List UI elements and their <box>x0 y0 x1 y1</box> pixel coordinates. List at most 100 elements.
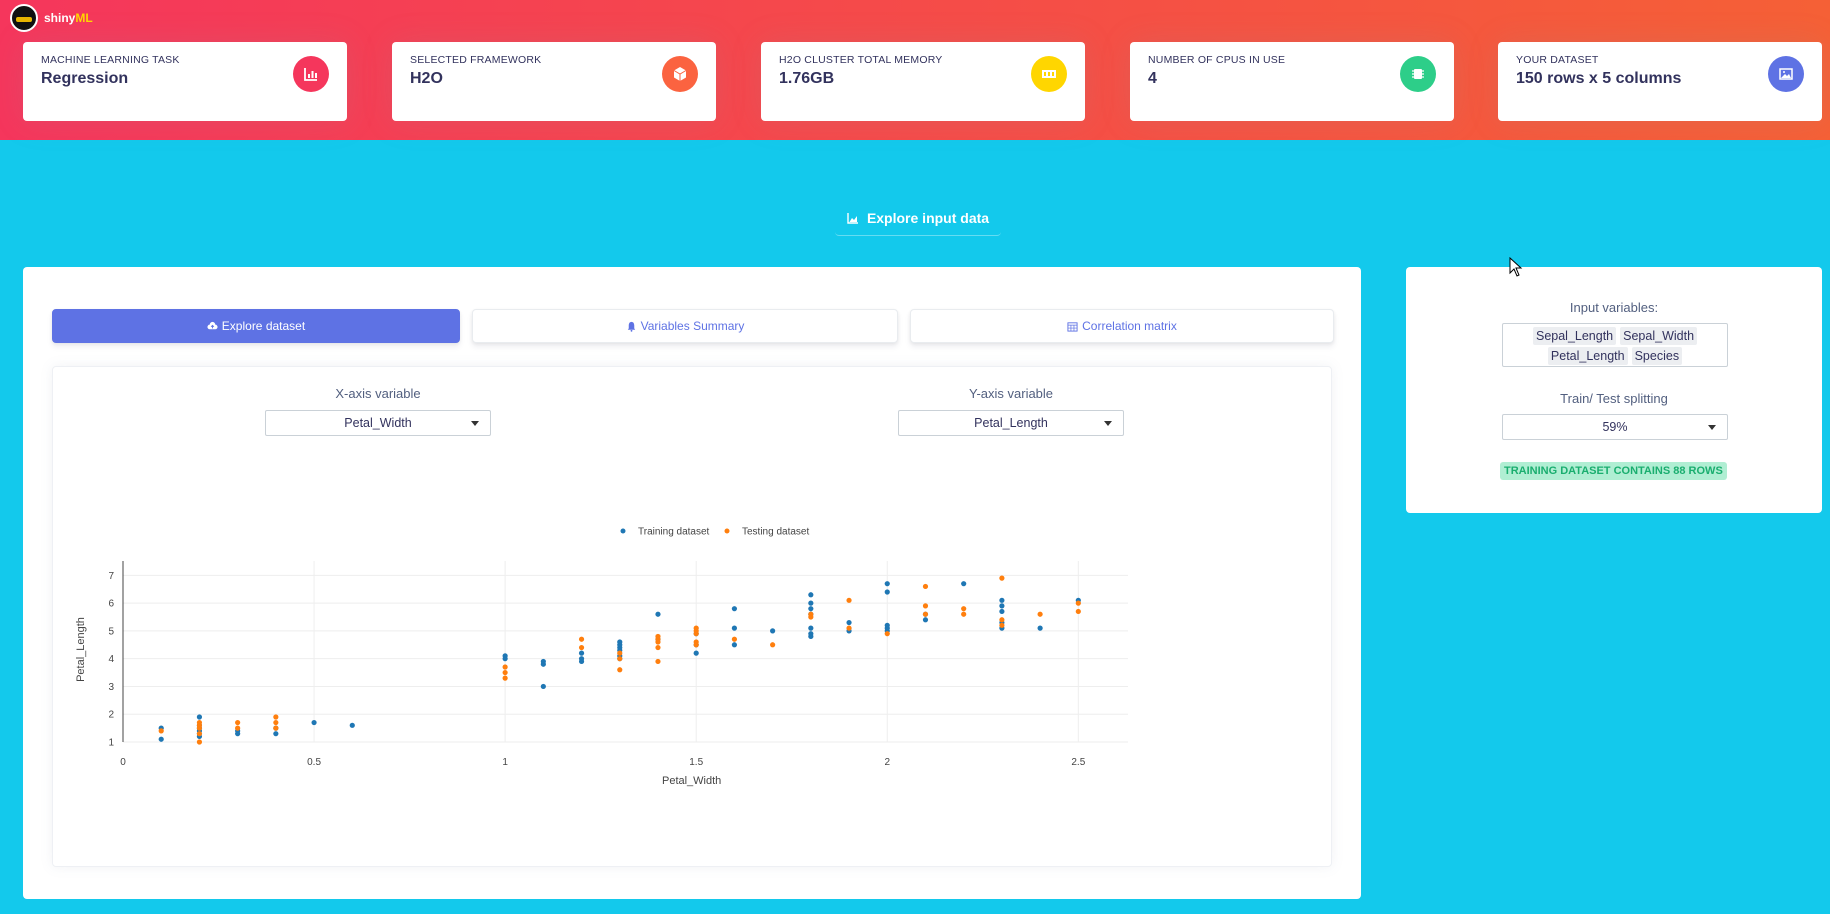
data-point <box>808 600 814 606</box>
data-point <box>808 625 814 631</box>
bell-icon <box>627 321 635 332</box>
data-point <box>540 658 546 665</box>
training-rows-badge: TRAINING DATASET CONTAINS 88 ROWS <box>1500 462 1727 480</box>
stat-value: H2O <box>410 70 443 87</box>
stat-card-dataset: YOUR DATASET 150 rows x 5 columns <box>1498 42 1822 121</box>
x-axis-select[interactable]: Petal_Width <box>265 410 491 436</box>
data-point <box>922 603 929 609</box>
data-point <box>578 656 585 662</box>
data-point <box>808 606 814 612</box>
data-point <box>999 575 1005 581</box>
data-point <box>502 653 508 659</box>
data-point <box>349 722 355 728</box>
data-point <box>731 642 738 648</box>
data-point <box>999 597 1005 603</box>
data-point <box>846 597 852 603</box>
stat-label: MACHINE LEARNING TASK <box>41 54 180 66</box>
y-axis-label: Petal_Length <box>75 617 87 682</box>
input-variables-select[interactable]: Sepal_Length Sepal_Width Petal_Length Sp… <box>1502 323 1728 367</box>
scatter-plot[interactable]: 0 0.5 1 1.5 2 2.5 1 2 3 4 5 6 7 Petal_Width Petal_Leng… <box>53 367 1333 868</box>
data-point <box>808 592 814 598</box>
data-point <box>196 739 203 745</box>
data-point <box>196 714 203 720</box>
data-point <box>884 622 890 628</box>
data-point <box>999 608 1005 615</box>
x-tick-label: 1.5 <box>689 757 703 768</box>
data-point <box>731 606 738 612</box>
data-point <box>540 683 546 690</box>
data-point <box>693 639 699 645</box>
cpu-icon <box>1400 56 1436 92</box>
stat-label: NUMBER OF CPUS IN USE <box>1148 54 1286 66</box>
data-point <box>1075 608 1081 615</box>
chevron-down-icon <box>1708 425 1716 430</box>
data-point <box>158 736 164 742</box>
variable-chip[interactable]: Sepal_Length <box>1532 327 1617 345</box>
data-point <box>922 583 929 590</box>
data-point <box>655 658 661 665</box>
data-point <box>770 628 776 634</box>
stat-card-cpus: NUMBER OF CPUS IN USE 4 <box>1130 42 1454 121</box>
data-point <box>617 639 623 645</box>
data-point <box>808 611 814 617</box>
variable-chip[interactable]: Sepal_Width <box>1620 327 1698 345</box>
data-point <box>1037 625 1043 631</box>
data-point <box>922 611 929 617</box>
data-point <box>999 622 1005 628</box>
data-point <box>731 625 738 631</box>
data-point <box>961 606 967 612</box>
cube-icon <box>662 56 698 92</box>
data-point <box>196 719 203 726</box>
y-tick-label: 6 <box>108 599 114 610</box>
y-tick-label: 2 <box>108 710 114 721</box>
section-title: Explore input data <box>835 200 1001 236</box>
y-axis-select[interactable]: Petal_Length <box>898 410 1124 436</box>
stat-value: 150 rows x 5 columns <box>1516 70 1682 87</box>
stat-label: YOUR DATASET <box>1516 54 1599 66</box>
stat-card-task: MACHINE LEARNING TASK Regression <box>23 42 347 121</box>
data-point <box>655 644 661 651</box>
data-point <box>273 719 279 726</box>
y-tick-label: 3 <box>108 682 114 693</box>
data-point <box>999 603 1005 609</box>
data-point <box>1037 611 1043 617</box>
explore-panel: Explore dataset Variables Summary Correl… <box>23 267 1361 899</box>
stat-label: SELECTED FRAMEWORK <box>410 54 542 66</box>
train-test-split-select[interactable]: 59% <box>1502 414 1728 440</box>
data-point <box>693 650 699 656</box>
tab-explore-dataset[interactable]: Explore dataset <box>52 309 460 343</box>
legend-label: Testing dataset <box>742 527 809 538</box>
stat-card-framework: SELECTED FRAMEWORK H2O <box>392 42 716 121</box>
data-point <box>999 617 1005 623</box>
stat-value: 4 <box>1148 70 1157 87</box>
data-point <box>235 725 241 731</box>
data-point <box>196 731 203 737</box>
data-point <box>922 617 929 623</box>
data-point <box>578 644 585 651</box>
data-point <box>693 625 699 631</box>
image-icon <box>1768 56 1804 92</box>
app-logo[interactable]: shinyML <box>10 4 93 32</box>
data-point <box>502 669 508 676</box>
data-point <box>617 656 623 662</box>
x-tick-label: 2 <box>884 757 890 768</box>
data-point <box>273 731 279 737</box>
logo-text: shinyML <box>44 11 93 25</box>
stat-card-memory: H2O CLUSTER TOTAL MEMORY 1.76GB <box>761 42 1085 121</box>
data-point <box>655 633 661 640</box>
data-point <box>884 581 890 587</box>
stat-label: H2O CLUSTER TOTAL MEMORY <box>779 54 943 66</box>
variable-chip[interactable]: Species <box>1631 347 1683 365</box>
data-point <box>235 719 241 726</box>
data-point <box>770 642 776 648</box>
variable-chip[interactable]: Petal_Length <box>1547 347 1628 365</box>
legend-label: Training dataset <box>638 527 710 538</box>
chart-bar-icon <box>293 56 329 92</box>
tab-variables-summary[interactable]: Variables Summary <box>472 309 898 343</box>
y-tick-label: 4 <box>108 654 114 665</box>
x-axis-label: Petal_Width <box>662 775 721 787</box>
data-point <box>884 589 890 595</box>
tab-correlation-matrix[interactable]: Correlation matrix <box>910 309 1334 343</box>
memory-icon <box>1031 56 1067 92</box>
data-point <box>158 728 164 734</box>
